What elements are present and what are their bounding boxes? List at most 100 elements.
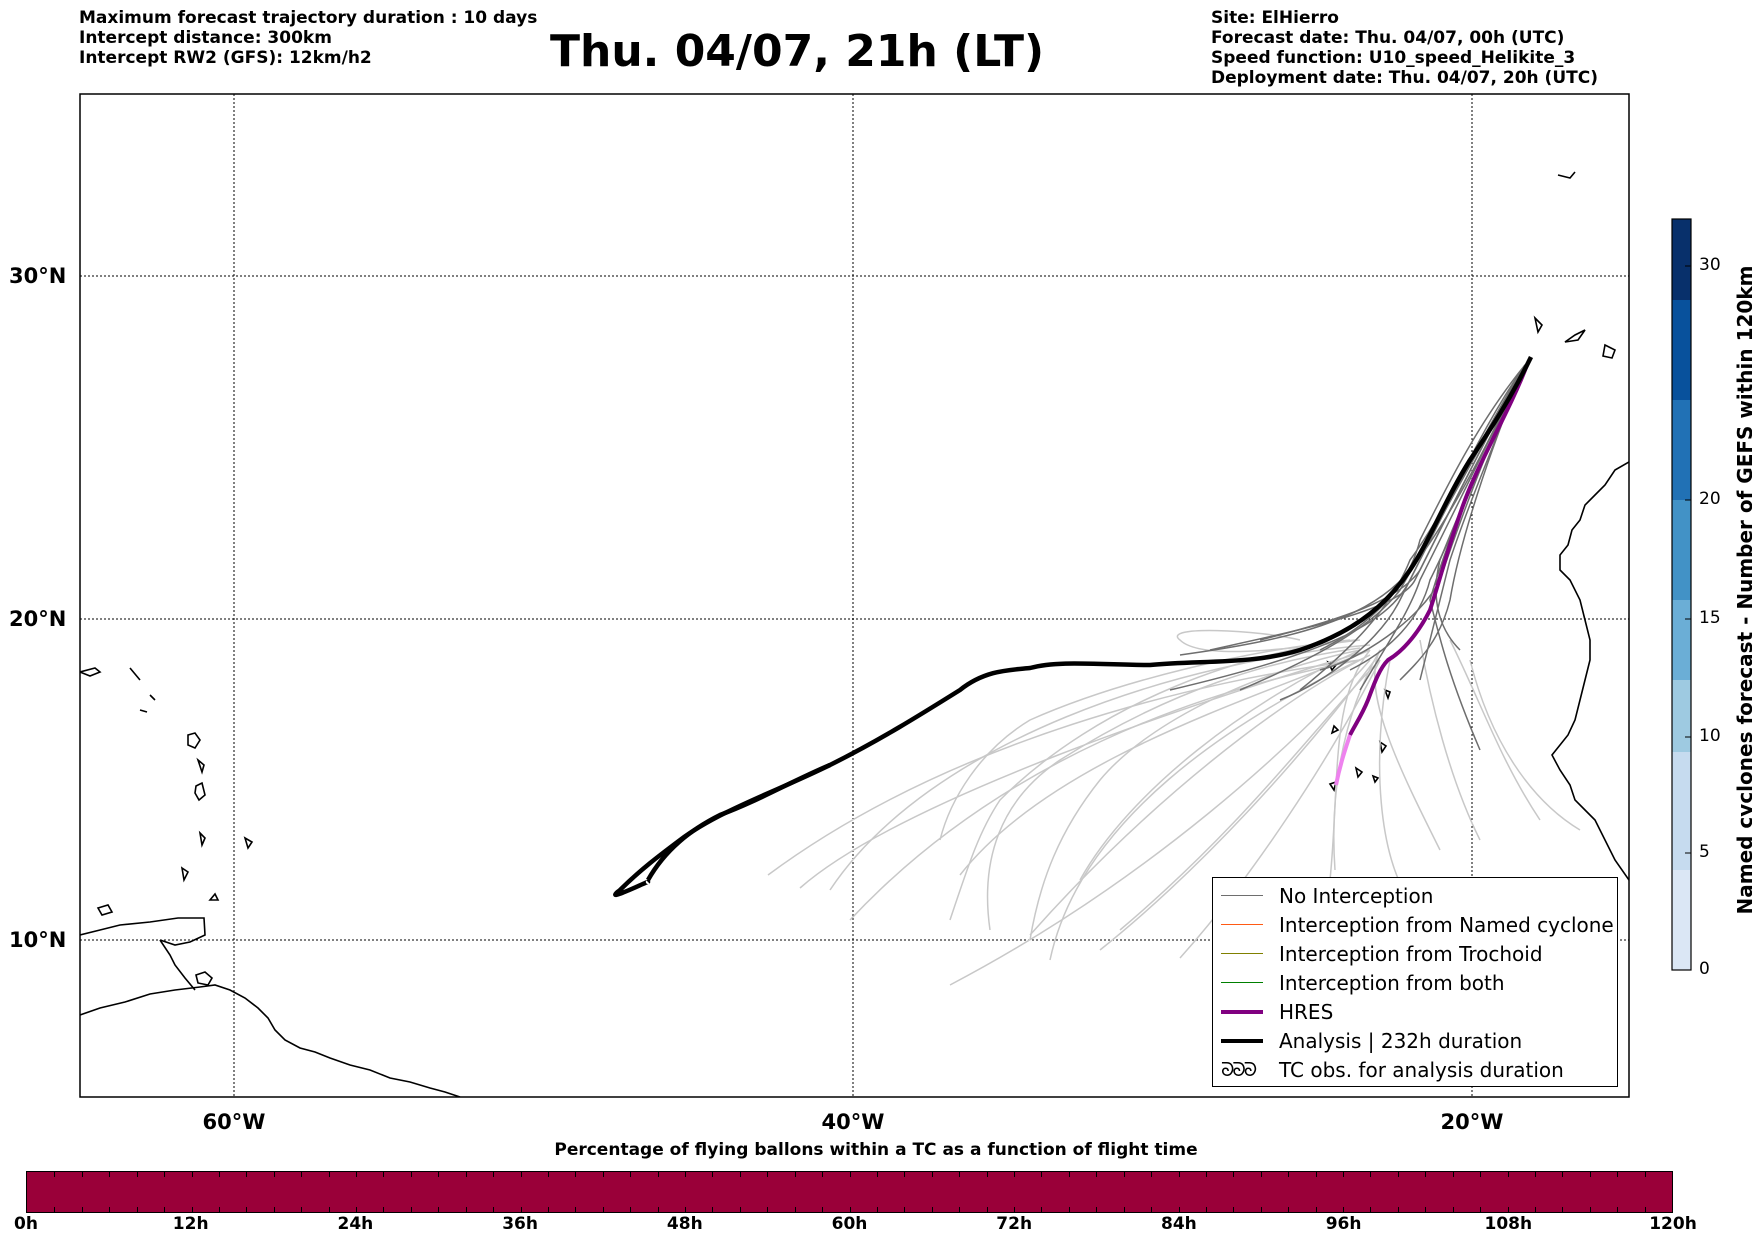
flight-time-minor-tick — [438, 1172, 440, 1177]
flight-time-minor-tick — [410, 1207, 412, 1212]
flight-time-minor-tick — [1260, 1172, 1262, 1177]
colorbar-band-3 — [1672, 600, 1691, 680]
flight-time-minor-tick — [191, 1172, 193, 1177]
flight-time-minor-tick — [630, 1172, 632, 1177]
flight-time-minor-tick — [520, 1172, 522, 1177]
map-frame — [79, 93, 1630, 1098]
flight-time-minor-tick — [931, 1207, 933, 1212]
legend-item-trochoid: Interception from Trochoid — [1221, 939, 1543, 968]
max-duration-text: Maximum forecast trajectory duration : 1… — [79, 8, 538, 28]
legend-item-no-interception: No Interception — [1221, 881, 1433, 910]
flight-time-minor-tick — [1068, 1207, 1070, 1212]
flight-time-minor-tick — [986, 1172, 988, 1177]
coast-canary-1 — [1533, 315, 1543, 335]
coast-lesser-antilles-1 — [187, 732, 201, 750]
colorbar — [1671, 218, 1692, 971]
coast-south-america — [80, 984, 461, 1097]
flight-time-minor-tick — [547, 1172, 549, 1177]
flight-time-minor-tick — [54, 1172, 56, 1177]
bottom-bar-title: Percentage of flying ballons within a TC… — [554, 1140, 1198, 1160]
flight-time-minor-tick — [1205, 1207, 1207, 1212]
traj-light-6 — [767, 659, 1361, 876]
flight-time-minor-tick — [383, 1172, 385, 1177]
colorbar-band-4 — [1672, 500, 1691, 600]
colorbar-label-15: 15 — [1699, 608, 1721, 628]
deployment-date-text: Deployment date: Thu. 04/07, 20h (UTC) — [1211, 68, 1598, 88]
flight-time-minor-tick — [1534, 1207, 1536, 1212]
colorbar-title: Named cyclones forecast - Number of GEFS… — [1733, 265, 1752, 915]
flight-time-tick-label: 36h — [502, 1214, 538, 1234]
flight-time-bar — [26, 1171, 1673, 1213]
traj-light-4 — [1029, 654, 1371, 936]
legend-swatch-no-interception — [1221, 895, 1263, 896]
coast-cape-verde-2 — [1354, 766, 1364, 779]
flight-time-minor-tick — [1151, 1172, 1153, 1177]
flight-time-minor-tick — [1425, 1207, 1427, 1212]
traj-light-24 — [986, 647, 1361, 931]
flight-time-minor-tick — [493, 1172, 495, 1177]
flight-time-minor-tick — [1562, 1207, 1564, 1212]
traj-light-15 — [1449, 639, 1541, 821]
flight-time-minor-tick — [1644, 1172, 1646, 1177]
flight-time-minor-tick — [1068, 1172, 1070, 1177]
flight-time-minor-tick — [1315, 1207, 1317, 1212]
colorbar-label-5: 5 — [1699, 842, 1710, 862]
traj-dark-7 — [1435, 364, 1526, 651]
flight-time-minor-tick — [1233, 1172, 1235, 1177]
flight-time-minor-tick — [164, 1207, 166, 1212]
coast-trinidad — [195, 971, 214, 986]
coast-lesser-antilles-2 — [194, 781, 206, 802]
traj-light-18 — [1079, 649, 1361, 881]
flight-time-minor-tick — [410, 1172, 412, 1177]
flight-time-minor-tick — [1617, 1172, 1619, 1177]
legend-item-hres: HRES — [1221, 997, 1333, 1026]
flight-time-minor-tick — [1562, 1172, 1564, 1177]
flight-time-tick-label: 108h — [1484, 1214, 1533, 1234]
flight-time-minor-tick — [218, 1172, 220, 1177]
flight-time-minor-tick — [849, 1207, 851, 1212]
flight-time-minor-tick — [602, 1207, 604, 1212]
flight-time-minor-tick — [1014, 1207, 1015, 1212]
flight-time-minor-tick — [794, 1207, 796, 1212]
flight-time-minor-tick — [575, 1207, 577, 1212]
coast-madeira — [1557, 171, 1576, 179]
legend-swatch-analysis — [1221, 1038, 1263, 1043]
legend: No Interception Interception from Named … — [1212, 877, 1618, 1087]
flight-time-minor-tick — [81, 1172, 83, 1177]
flight-time-minor-tick — [657, 1172, 659, 1177]
flight-time-minor-tick — [1343, 1207, 1344, 1212]
colorbar-frame — [1671, 218, 1692, 971]
flight-time-tick-label: 48h — [666, 1214, 703, 1234]
traj-light-20 — [1029, 649, 1361, 941]
coast-lesser-antilles-6 — [208, 892, 220, 901]
flight-time-minor-tick — [794, 1172, 796, 1177]
legend-label-both: Interception from both — [1279, 970, 1505, 995]
legend-label-no-interception: No Interception — [1279, 883, 1434, 908]
colorbar-band-7 — [1672, 219, 1691, 300]
flight-time-minor-tick — [164, 1172, 166, 1177]
flight-time-minor-tick — [1178, 1207, 1180, 1212]
flight-time-tick-label: 96h — [1325, 1214, 1362, 1234]
flight-time-minor-tick — [1343, 1172, 1344, 1177]
flight-time-tick-label: 24h — [337, 1214, 374, 1234]
legend-label-trochoid: Interception from Trochoid — [1279, 941, 1543, 966]
flight-time-tick-label: 84h — [1161, 1214, 1197, 1234]
flight-time-minor-tick — [109, 1172, 111, 1177]
colorbar-band-0 — [1672, 870, 1691, 970]
lon-label-60: 60°W — [202, 1110, 266, 1134]
traj-dark-9 — [1319, 364, 1526, 651]
colorbar-label-30: 30 — [1699, 255, 1721, 275]
flight-time-minor-tick — [465, 1207, 467, 1212]
flight-time-minor-tick — [1041, 1207, 1043, 1212]
lat-label-30: 30°N — [9, 264, 67, 288]
flight-time-minor-tick — [136, 1207, 138, 1212]
flight-time-minor-tick — [1644, 1207, 1646, 1212]
coast-cape-verde-4 — [1328, 780, 1338, 792]
traj-light-19 — [939, 639, 1351, 841]
traj-light-16 — [1469, 659, 1581, 831]
flight-time-minor-tick — [767, 1207, 769, 1212]
forecast-date-text: Forecast date: Thu. 04/07, 00h (UTC) — [1211, 28, 1565, 48]
lat-label-20: 20°N — [9, 607, 67, 631]
flight-time-minor-tick — [273, 1207, 275, 1212]
